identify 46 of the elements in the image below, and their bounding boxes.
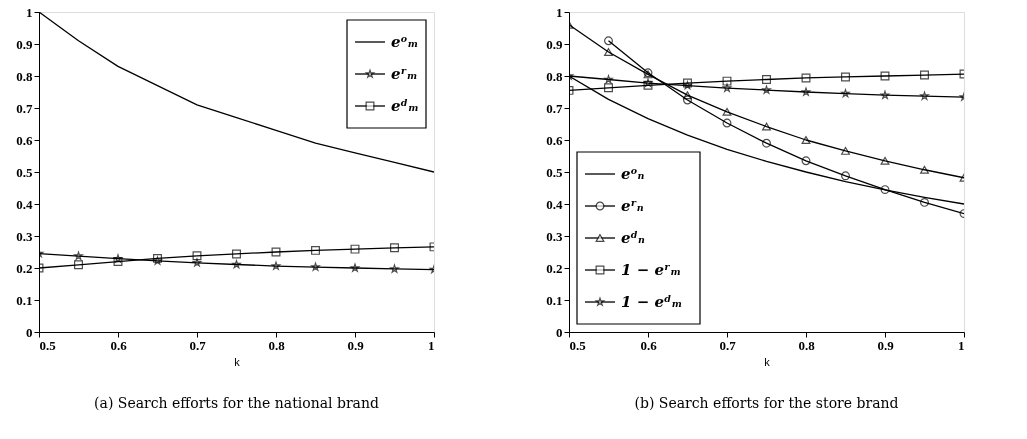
y-tick-label: 1 bbox=[556, 4, 563, 20]
x-axis-title: k bbox=[234, 355, 241, 368]
legend-label: eʳₘ bbox=[391, 65, 418, 83]
y-tick-label: 0.4 bbox=[546, 196, 563, 212]
y-tick-label: 0.6 bbox=[546, 132, 563, 148]
x-tick-label: 0.8 bbox=[268, 337, 286, 353]
y-tick-label: 0.3 bbox=[546, 228, 563, 244]
y-tick-label: 0 bbox=[26, 324, 33, 340]
legend-label: eʳₙ bbox=[621, 197, 644, 215]
x-tick-label: 0.7 bbox=[719, 337, 737, 353]
y-tick-label: 0.2 bbox=[546, 260, 563, 276]
legend-label: 1 − eʳₘ bbox=[621, 261, 682, 279]
text: (a) Search efforts for the national brand bbox=[94, 395, 379, 411]
x-tick-label: 0.5 bbox=[39, 337, 57, 353]
y-tick-label: 0.1 bbox=[546, 292, 563, 308]
y-tick-label: 0.7 bbox=[16, 100, 33, 116]
x-tick-label: 1 bbox=[428, 337, 435, 353]
legend-label: eᵈₙ bbox=[621, 229, 646, 247]
x-tick-label: 1 bbox=[958, 337, 965, 353]
x-tick-label: 0.9 bbox=[347, 337, 365, 353]
x-tick-label: 0.6 bbox=[640, 337, 658, 353]
y-tick-label: 0.5 bbox=[546, 164, 563, 180]
y-tick-label: 0.9 bbox=[546, 36, 563, 52]
y-tick-label: 1 bbox=[26, 4, 33, 20]
x-tick-label: 0.5 bbox=[569, 337, 587, 353]
y-tick-label: 0 bbox=[556, 324, 563, 340]
legend-label: eᵒₙ bbox=[621, 165, 645, 183]
legend-label: eᵒₘ bbox=[391, 33, 419, 51]
y-tick-label: 0.6 bbox=[16, 132, 33, 148]
y-tick-label: 0.2 bbox=[16, 260, 33, 276]
x-tick-label: 0.6 bbox=[110, 337, 128, 353]
y-tick-label: 0.8 bbox=[16, 68, 33, 84]
y-tick-label: 0.1 bbox=[16, 292, 33, 308]
y-tick-label: 0.5 bbox=[16, 164, 33, 180]
x-tick-label: 0.8 bbox=[798, 337, 816, 353]
legend-label: eᵈₘ bbox=[391, 97, 419, 115]
y-tick-label: 0.4 bbox=[16, 196, 33, 212]
y-tick-label: 0.7 bbox=[546, 100, 563, 116]
legend-label: 1 − eᵈₘ bbox=[621, 293, 683, 311]
y-tick-label: 0.8 bbox=[546, 68, 563, 84]
y-tick-label: 0.3 bbox=[16, 228, 33, 244]
y-tick-label: 0.9 bbox=[16, 36, 33, 52]
x-tick-label: 0.7 bbox=[189, 337, 207, 353]
text: (b) Search efforts for the store brand bbox=[634, 395, 899, 411]
x-axis-title: k bbox=[764, 355, 771, 368]
x-tick-label: 0.9 bbox=[877, 337, 895, 353]
